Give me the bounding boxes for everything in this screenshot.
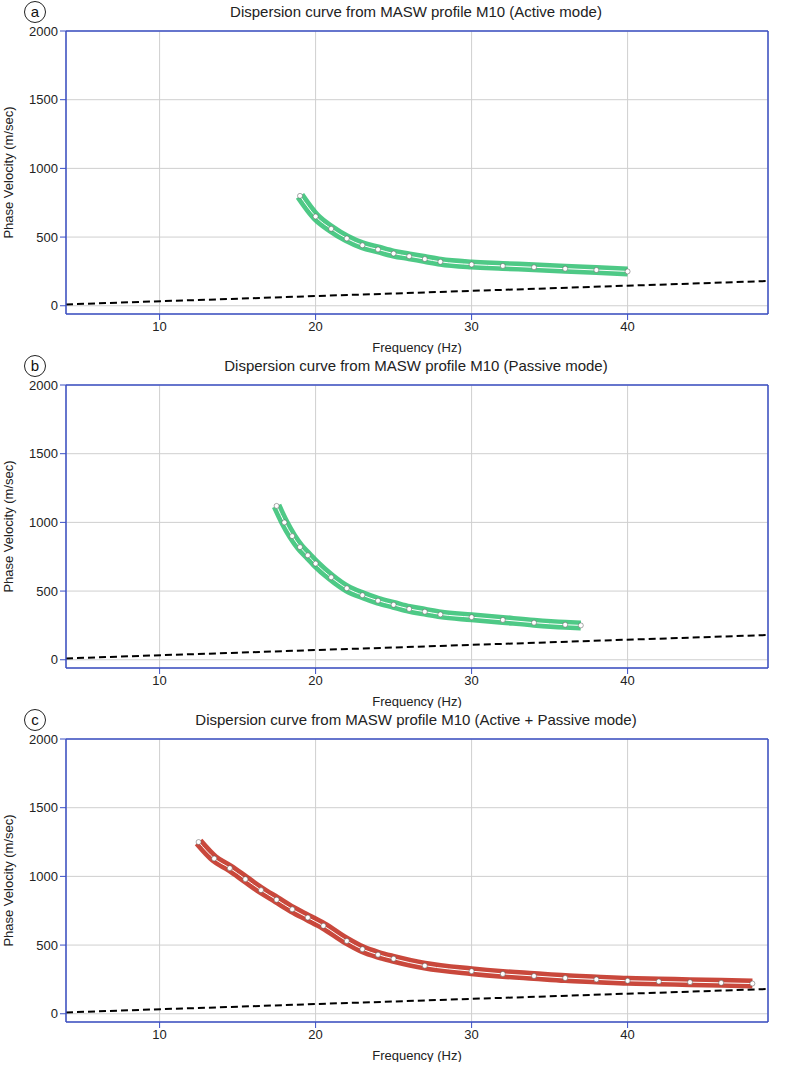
html-text:Dispersion curve from MASW pro: Dispersion curve from MASW profile M10 (… bbox=[230, 3, 602, 20]
html-text:Dispersion curve from MASW pro: Dispersion curve from MASW profile M10 (… bbox=[224, 357, 608, 374]
svg-text:Phase Velocity (m/sec): Phase Velocity (m/sec) bbox=[1, 106, 16, 238]
svg-text:2000: 2000 bbox=[29, 24, 58, 39]
html-text:c: c bbox=[31, 711, 39, 728]
svg-text:20: 20 bbox=[308, 673, 322, 688]
svg-text:1500: 1500 bbox=[29, 446, 58, 461]
svg-text:500: 500 bbox=[36, 938, 58, 953]
svg-text:10: 10 bbox=[152, 673, 166, 688]
html-text:a: a bbox=[30, 3, 40, 20]
svg-text:1500: 1500 bbox=[29, 800, 58, 815]
svg-text:30: 30 bbox=[464, 319, 478, 334]
svg-text:30: 30 bbox=[464, 1027, 478, 1042]
svg-text:1500: 1500 bbox=[29, 92, 58, 107]
svg-text:40: 40 bbox=[620, 1027, 634, 1042]
svg-text:20: 20 bbox=[308, 1027, 322, 1042]
svg-text:2000: 2000 bbox=[29, 378, 58, 393]
svg-text:Phase Velocity (m/sec): Phase Velocity (m/sec) bbox=[1, 460, 16, 592]
svg-text:2000: 2000 bbox=[29, 732, 58, 747]
svg-text:500: 500 bbox=[36, 584, 58, 599]
svg-text:20: 20 bbox=[308, 319, 322, 334]
svg-text:Frequency (Hz): Frequency (Hz) bbox=[372, 1048, 462, 1062]
svg-text:1000: 1000 bbox=[29, 515, 58, 530]
svg-text:40: 40 bbox=[620, 319, 634, 334]
svg-text:10: 10 bbox=[152, 1027, 166, 1042]
svg-text:0: 0 bbox=[51, 298, 58, 313]
svg-text:30: 30 bbox=[464, 673, 478, 688]
svg-text:0: 0 bbox=[51, 652, 58, 667]
svg-text:40: 40 bbox=[620, 673, 634, 688]
svg-text:1000: 1000 bbox=[29, 869, 58, 884]
svg-text:Phase Velocity (m/sec): Phase Velocity (m/sec) bbox=[1, 814, 16, 946]
svg-text:500: 500 bbox=[36, 230, 58, 245]
svg-text:10: 10 bbox=[152, 319, 166, 334]
html-text:Dispersion curve from MASW pro: Dispersion curve from MASW profile M10 (… bbox=[195, 711, 637, 728]
svg-text:Frequency (Hz): Frequency (Hz) bbox=[372, 340, 462, 354]
svg-text:Frequency (Hz): Frequency (Hz) bbox=[372, 694, 462, 708]
html-text:b: b bbox=[30, 357, 40, 374]
svg-text:0: 0 bbox=[51, 1006, 58, 1021]
svg-text:1000: 1000 bbox=[29, 161, 58, 176]
